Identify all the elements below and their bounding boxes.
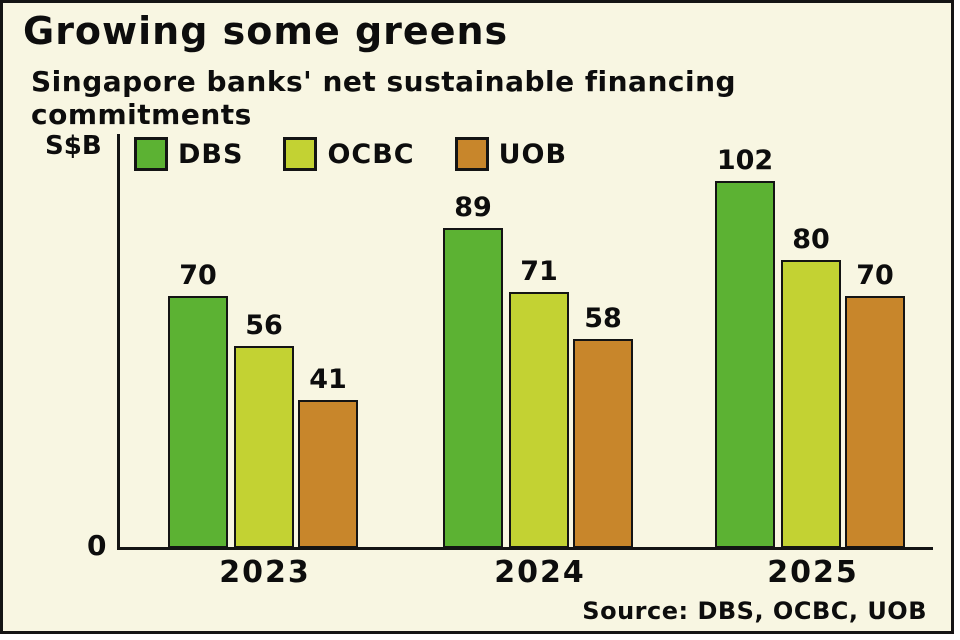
chart-subtitle: Singapore banks' net sustainable financi… xyxy=(31,65,737,131)
bar-dbs-2024 xyxy=(443,228,503,548)
bar-ocbc-2025 xyxy=(781,260,841,548)
bar-value-uob-2024: 58 xyxy=(584,303,622,334)
bar-uob-2024 xyxy=(573,339,633,548)
bar-value-dbs-2025: 102 xyxy=(716,145,774,176)
bar-ocbc-2024 xyxy=(509,292,569,548)
x-tick-2025: 2025 xyxy=(767,555,859,590)
bar-uob-2023 xyxy=(298,400,358,548)
bar-value-ocbc-2023: 56 xyxy=(245,310,283,341)
legend-label-uob: UOB xyxy=(498,138,568,170)
source-note: Source: DBS, OCBC, UOB xyxy=(582,597,927,625)
x-axis-line xyxy=(117,547,933,550)
legend-swatch-uob xyxy=(454,137,489,171)
bar-dbs-2025 xyxy=(715,181,775,548)
y-axis-line xyxy=(117,134,120,548)
bar-value-ocbc-2024: 71 xyxy=(520,256,558,287)
bar-value-uob-2025: 70 xyxy=(856,260,894,291)
legend-swatch-dbs xyxy=(134,137,168,171)
legend-swatch-ocbc xyxy=(283,137,318,171)
y-axis-label: S$B xyxy=(45,131,102,161)
chart-title: Growing some greens xyxy=(23,9,509,53)
bar-dbs-2023 xyxy=(168,296,228,548)
x-tick-2024: 2024 xyxy=(494,555,586,590)
legend-label-ocbc: OCBC xyxy=(327,138,415,170)
legend-item-ocbc: OCBC xyxy=(283,137,414,171)
legend-label-dbs: DBS xyxy=(178,138,244,170)
legend: DBS OCBC UOB xyxy=(134,137,567,171)
bar-value-dbs-2024: 89 xyxy=(454,192,492,223)
x-tick-2023: 2023 xyxy=(219,555,311,590)
bar-value-ocbc-2025: 80 xyxy=(792,224,830,255)
y-axis-zero-label: 0 xyxy=(87,529,107,562)
legend-item-dbs: DBS xyxy=(134,137,243,171)
legend-item-uob: UOB xyxy=(454,137,568,171)
bar-ocbc-2023 xyxy=(234,346,294,548)
bar-value-uob-2023: 41 xyxy=(309,364,347,395)
bar-value-dbs-2023: 70 xyxy=(179,260,217,291)
bar-uob-2025 xyxy=(845,296,905,548)
